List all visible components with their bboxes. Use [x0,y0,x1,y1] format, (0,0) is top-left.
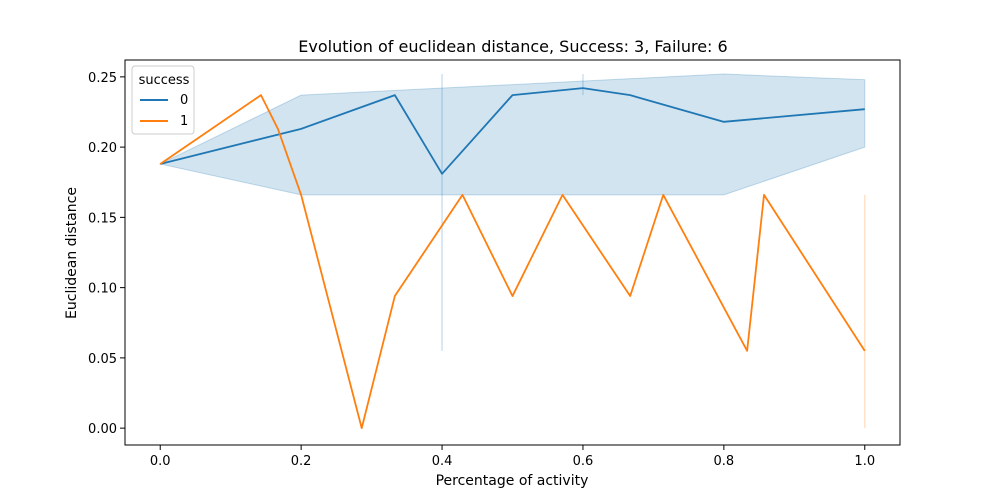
y-tick-label: 0.25 [88,71,117,86]
y-tick-label: 0.10 [88,282,117,297]
error-bars [441,74,866,429]
x-tick-label: 0.8 [714,454,735,469]
legend: success 0 1 [131,65,195,135]
legend-label-0: 0 [180,93,188,108]
x-tick-label: 0.6 [573,454,594,469]
x-tick-label: 0.2 [291,454,312,469]
x-axis-title: Percentage of activity [436,473,589,489]
chart-title: Evolution of euclidean distance, Success… [298,37,727,56]
y-tick-label: 0.05 [88,352,117,367]
plot-area-frame [124,59,901,446]
legend-label-1: 1 [180,114,188,129]
y-axis-ticks: 0.00 0.05 0.10 0.15 0.20 0.25 [88,71,125,437]
x-axis-ticks: 0.0 0.2 0.4 0.6 0.8 1.0 [150,445,875,469]
series-lines [159,87,866,430]
y-tick-label: 0.15 [88,211,117,226]
legend-title: success [139,73,190,88]
y-tick-label: 0.00 [88,422,117,437]
y-tick-label: 0.20 [88,141,117,156]
y-axis-title: Euclidean distance [64,187,80,319]
confidence-bands [158,73,866,196]
series-1-line [159,94,866,430]
x-tick-label: 0.0 [150,454,171,469]
x-tick-label: 1.0 [854,454,875,469]
series-0-band [158,73,866,196]
x-tick-label: 0.4 [432,454,453,469]
